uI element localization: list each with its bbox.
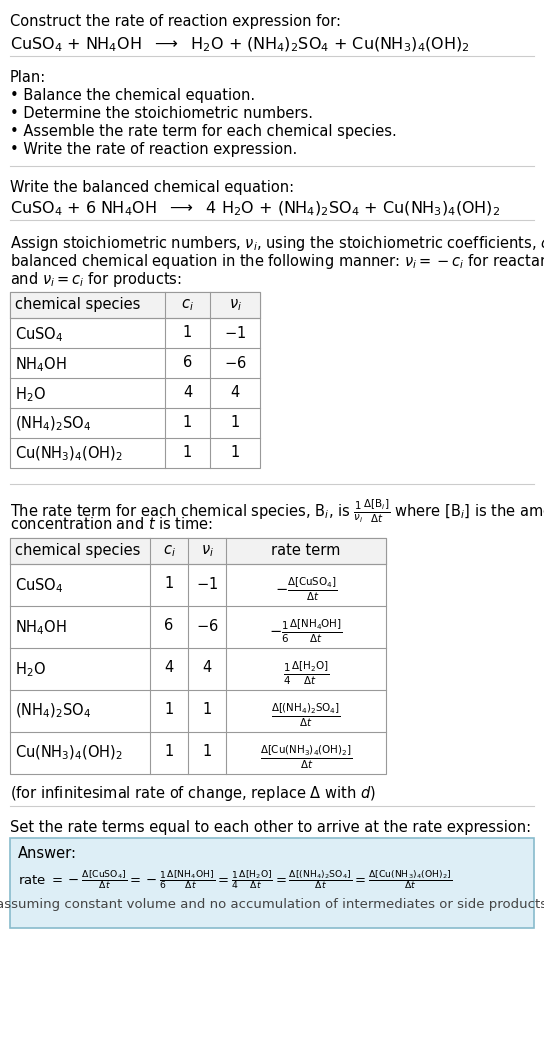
Bar bbox=[10, 538, 386, 774]
Bar bbox=[10, 838, 534, 928]
Text: $-6$: $-6$ bbox=[196, 618, 218, 634]
Text: $\frac{\Delta[\mathrm{Cu(NH_3)_4(OH)_2}]}{\Delta t}$: $\frac{\Delta[\mathrm{Cu(NH_3)_4(OH)_2}]… bbox=[259, 744, 353, 772]
Text: • Balance the chemical equation.: • Balance the chemical equation. bbox=[10, 88, 255, 103]
Text: Construct the rate of reaction expression for:: Construct the rate of reaction expressio… bbox=[10, 14, 341, 29]
Text: Set the rate terms equal to each other to arrive at the rate expression:: Set the rate terms equal to each other t… bbox=[10, 820, 531, 835]
Text: $c_i$: $c_i$ bbox=[163, 543, 175, 559]
Text: 6: 6 bbox=[183, 355, 192, 370]
Text: 4: 4 bbox=[230, 385, 239, 400]
Text: 1: 1 bbox=[164, 576, 174, 591]
Text: Assign stoichiometric numbers, $\nu_i$, using the stoichiometric coefficients, $: Assign stoichiometric numbers, $\nu_i$, … bbox=[10, 234, 544, 253]
Text: • Assemble the rate term for each chemical species.: • Assemble the rate term for each chemic… bbox=[10, 124, 397, 139]
Text: CuSO$_4$ + NH$_4$OH  $\longrightarrow$  H$_2$O + (NH$_4$)$_2$SO$_4$ + Cu(NH$_3$): CuSO$_4$ + NH$_4$OH $\longrightarrow$ H$… bbox=[10, 36, 470, 54]
Text: 1: 1 bbox=[164, 702, 174, 717]
Text: H$_2$O: H$_2$O bbox=[15, 660, 46, 679]
Text: $\nu_i$: $\nu_i$ bbox=[201, 543, 213, 559]
Text: Answer:: Answer: bbox=[18, 846, 77, 861]
Text: $\frac{\Delta[\mathrm{(NH_4)_2SO_4}]}{\Delta t}$: $\frac{\Delta[\mathrm{(NH_4)_2SO_4}]}{\D… bbox=[271, 702, 341, 729]
Text: Cu(NH$_3$)$_4$(OH)$_2$: Cu(NH$_3$)$_4$(OH)$_2$ bbox=[15, 445, 123, 463]
Text: CuSO$_4$ + 6 NH$_4$OH  $\longrightarrow$  4 H$_2$O + (NH$_4$)$_2$SO$_4$ + Cu(NH$: CuSO$_4$ + 6 NH$_4$OH $\longrightarrow$ … bbox=[10, 200, 500, 219]
Text: Plan:: Plan: bbox=[10, 70, 46, 85]
Text: balanced chemical equation in the following manner: $\nu_i = -c_i$ for reactants: balanced chemical equation in the follow… bbox=[10, 252, 544, 271]
Text: (NH$_4$)$_2$SO$_4$: (NH$_4$)$_2$SO$_4$ bbox=[15, 415, 91, 433]
Text: (NH$_4$)$_2$SO$_4$: (NH$_4$)$_2$SO$_4$ bbox=[15, 702, 91, 721]
Text: $-\frac{\Delta[\mathrm{CuSO_4}]}{\Delta t}$: $-\frac{\Delta[\mathrm{CuSO_4}]}{\Delta … bbox=[275, 576, 337, 604]
Text: (for infinitesimal rate of change, replace $\Delta$ with $d$): (for infinitesimal rate of change, repla… bbox=[10, 784, 376, 803]
Text: 1: 1 bbox=[230, 415, 239, 430]
Text: 6: 6 bbox=[164, 618, 174, 633]
Text: NH$_4$OH: NH$_4$OH bbox=[15, 618, 66, 637]
Text: $-\frac{1}{6}\frac{\Delta[\mathrm{NH_4OH}]}{\Delta t}$: $-\frac{1}{6}\frac{\Delta[\mathrm{NH_4OH… bbox=[269, 618, 343, 645]
Text: CuSO$_4$: CuSO$_4$ bbox=[15, 576, 63, 595]
Text: $-6$: $-6$ bbox=[224, 355, 246, 371]
Text: $\frac{1}{4}\frac{\Delta[\mathrm{H_2O}]}{\Delta t}$: $\frac{1}{4}\frac{\Delta[\mathrm{H_2O}]}… bbox=[283, 660, 329, 687]
Text: chemical species: chemical species bbox=[15, 297, 140, 312]
Text: rate $= -\frac{\Delta[\mathrm{CuSO_4}]}{\Delta t} = -\frac{1}{6}\frac{\Delta[\ma: rate $= -\frac{\Delta[\mathrm{CuSO_4}]}{… bbox=[18, 868, 452, 891]
Text: 4: 4 bbox=[183, 385, 192, 400]
Bar bbox=[10, 538, 386, 564]
Text: H$_2$O: H$_2$O bbox=[15, 385, 46, 404]
Text: NH$_4$OH: NH$_4$OH bbox=[15, 355, 66, 373]
Text: The rate term for each chemical species, B$_i$, is $\frac{1}{\nu_i}\frac{\Delta[: The rate term for each chemical species,… bbox=[10, 498, 544, 525]
Text: and $\nu_i = c_i$ for products:: and $\nu_i = c_i$ for products: bbox=[10, 270, 182, 289]
Text: 1: 1 bbox=[183, 325, 192, 340]
Text: (assuming constant volume and no accumulation of intermediates or side products): (assuming constant volume and no accumul… bbox=[0, 899, 544, 911]
Text: 4: 4 bbox=[202, 660, 212, 675]
Text: $-1$: $-1$ bbox=[196, 576, 218, 592]
Bar bbox=[10, 292, 260, 468]
Text: Write the balanced chemical equation:: Write the balanced chemical equation: bbox=[10, 180, 294, 195]
Bar bbox=[10, 292, 260, 318]
Text: Cu(NH$_3$)$_4$(OH)$_2$: Cu(NH$_3$)$_4$(OH)$_2$ bbox=[15, 744, 123, 763]
Text: 1: 1 bbox=[183, 445, 192, 460]
Text: 1: 1 bbox=[164, 744, 174, 759]
Text: 1: 1 bbox=[202, 702, 212, 717]
Text: • Determine the stoichiometric numbers.: • Determine the stoichiometric numbers. bbox=[10, 106, 313, 121]
Text: CuSO$_4$: CuSO$_4$ bbox=[15, 325, 63, 344]
Text: • Write the rate of reaction expression.: • Write the rate of reaction expression. bbox=[10, 142, 297, 157]
Text: concentration and $t$ is time:: concentration and $t$ is time: bbox=[10, 516, 213, 532]
Text: chemical species: chemical species bbox=[15, 543, 140, 558]
Text: $-1$: $-1$ bbox=[224, 325, 246, 341]
Text: rate term: rate term bbox=[271, 543, 341, 558]
Text: 1: 1 bbox=[202, 744, 212, 759]
Text: 1: 1 bbox=[183, 415, 192, 430]
Text: $c_i$: $c_i$ bbox=[181, 297, 194, 313]
Text: 4: 4 bbox=[164, 660, 174, 675]
Text: 1: 1 bbox=[230, 445, 239, 460]
Text: $\nu_i$: $\nu_i$ bbox=[228, 297, 242, 313]
